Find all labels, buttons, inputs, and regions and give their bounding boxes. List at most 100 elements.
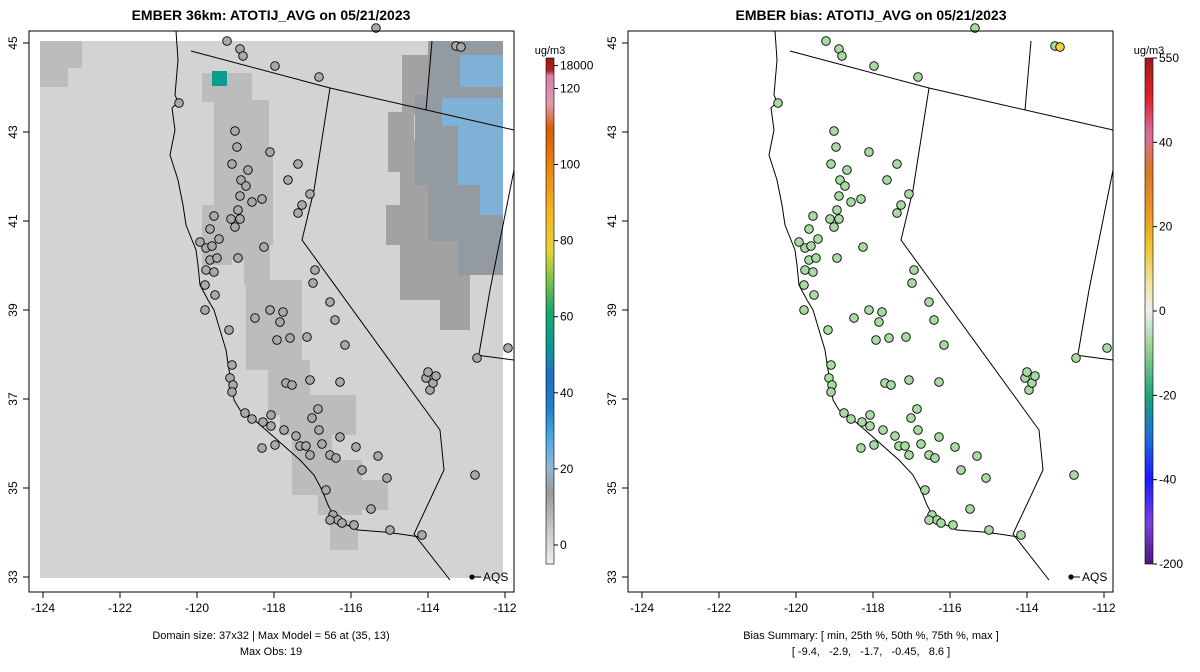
x-tick-label: -122: [707, 601, 731, 615]
colorbar-tick-label: 0: [1159, 304, 1166, 318]
model-grid-cells-blue: [442, 55, 503, 215]
model-plot-frame: [28, 30, 515, 593]
aqs-site-bias-marker: [864, 147, 874, 157]
aqs-site-bias-marker: [984, 525, 994, 535]
aqs-site-marker: [270, 61, 280, 71]
x-tick-label: -116: [938, 601, 961, 615]
aqs-legend: AQS: [469, 570, 508, 584]
aqs-site-marker: [266, 421, 276, 431]
aqs-site-bias-marker: [878, 425, 888, 435]
aqs-site-bias-marker: [948, 520, 958, 530]
x-tick-label: -112: [1092, 601, 1115, 615]
aqs-site-marker: [291, 431, 301, 441]
aqs-site-bias-marker: [965, 504, 975, 514]
aqs-site-bias-marker: [864, 305, 874, 315]
aqs-site-bias-marker: [896, 200, 906, 210]
aqs-site-bias-marker: [981, 473, 991, 483]
aqs-site-bias-marker: [835, 175, 845, 185]
aqs-site-bias-marker: [806, 241, 816, 251]
aqs-site-bias-marker: [799, 305, 809, 315]
aqs-site-marker: [241, 181, 251, 191]
aqs-site-marker: [258, 417, 268, 427]
aqs-site-marker: [313, 404, 323, 414]
y-tick-label: 43: [6, 125, 20, 139]
aqs-site-marker: [235, 191, 245, 201]
x-tick-label: -112: [493, 601, 516, 615]
y-tick-label: 41: [605, 214, 619, 228]
aqs-site-marker: [385, 525, 395, 535]
x-tick-label: -118: [262, 601, 285, 615]
oregon-nevada-border: [1024, 40, 1114, 361]
aqs-site-marker: [214, 234, 224, 244]
aqs-site-bias-marker: [808, 267, 818, 277]
aqs-site-marker: [314, 72, 324, 82]
aqs-site-bias-marker: [956, 465, 966, 475]
aqs-site-marker: [283, 175, 293, 185]
aqs-site-marker: [233, 205, 243, 215]
y-tick-label: 45: [605, 36, 619, 50]
aqs-site-marker: [236, 175, 246, 185]
coastline: [169, 30, 401, 535]
aqs-site-marker: [279, 425, 289, 435]
aqs-site-marker: [472, 353, 482, 363]
colorbar-tick-label: -200: [1159, 557, 1183, 571]
aqs-site-marker: [307, 413, 317, 423]
aqs-legend-label: AQS: [483, 570, 508, 584]
aqs-site-bias-marker: [840, 181, 850, 191]
model-grid-layer: [40, 41, 503, 578]
aqs-site-bias-marker: [826, 360, 836, 370]
aqs-site-marker: [200, 305, 210, 315]
aqs-site-marker: [301, 441, 311, 451]
aqs-site-marker: [210, 290, 220, 300]
california-border: [190, 50, 515, 581]
bias-plot-frame: [627, 30, 1114, 593]
aqs-site-marker: [305, 450, 315, 460]
aqs-site-marker: [423, 367, 433, 377]
model-colorbar-units: ug/m3: [535, 45, 566, 57]
aqs-site-bias-marker: [1102, 343, 1112, 353]
aqs-site-bias-marker: [970, 23, 980, 33]
colorbar-tick-label: 20: [1159, 220, 1173, 234]
x-tick-label: -116: [339, 601, 362, 615]
aqs-site-marker: [257, 194, 267, 204]
aqs-site-bias-marker: [929, 315, 939, 325]
aqs-site-marker: [205, 224, 215, 234]
colorbar-tick-label: 60: [560, 310, 574, 324]
aqs-site-bias-marker: [832, 253, 842, 263]
aqs-site-bias-marker: [930, 453, 940, 463]
y-tick-label: 45: [6, 36, 20, 50]
aqs-site-marker: [209, 267, 219, 277]
aqs-site-bias-marker: [950, 442, 960, 452]
aqs-site-marker: [272, 335, 282, 345]
aqs-site-marker: [330, 315, 340, 325]
aqs-site-bias-marker: [823, 325, 833, 335]
aqs-site-bias-marker: [909, 265, 919, 275]
aqs-site-marker: [349, 520, 359, 530]
aqs-site-marker: [222, 36, 232, 46]
aqs-site-marker: [335, 377, 345, 387]
aqs-site-bias-marker: [856, 194, 866, 204]
model-colorbar: ug/m3 0 20 40 60 80 100 120 18000: [535, 45, 594, 565]
border-lines-misc: [399, 354, 515, 538]
aqs-site-bias-marker: [904, 375, 914, 385]
aqs-site-bias-marker: [856, 443, 866, 453]
x-tick-label: -114: [416, 601, 439, 615]
aqs-site-marker: [265, 147, 275, 157]
bias-map-lines: [768, 30, 1114, 581]
aqs-site-marker: [278, 307, 288, 317]
aqs-site-marker: [230, 126, 240, 136]
aqs-site-marker: [250, 313, 260, 323]
y-tick-label: 33: [6, 570, 20, 584]
model-panel-title: EMBER 36km: ATOTIJ_AVG on 05/21/2023: [132, 7, 411, 23]
aqs-site-bias-marker: [811, 253, 821, 263]
colorbar-tick-label: 100: [560, 158, 580, 172]
oregon-nevada-border: [425, 40, 515, 361]
aqs-site-marker: [212, 253, 222, 263]
y-tick-label: 43: [605, 125, 619, 139]
aqs-site-bias-marker: [825, 214, 835, 224]
aqs-site-bias-marker: [934, 432, 944, 442]
aqs-site-marker: [456, 42, 466, 52]
x-tick-label: -120: [185, 601, 209, 615]
aqs-site-marker: [207, 241, 217, 251]
